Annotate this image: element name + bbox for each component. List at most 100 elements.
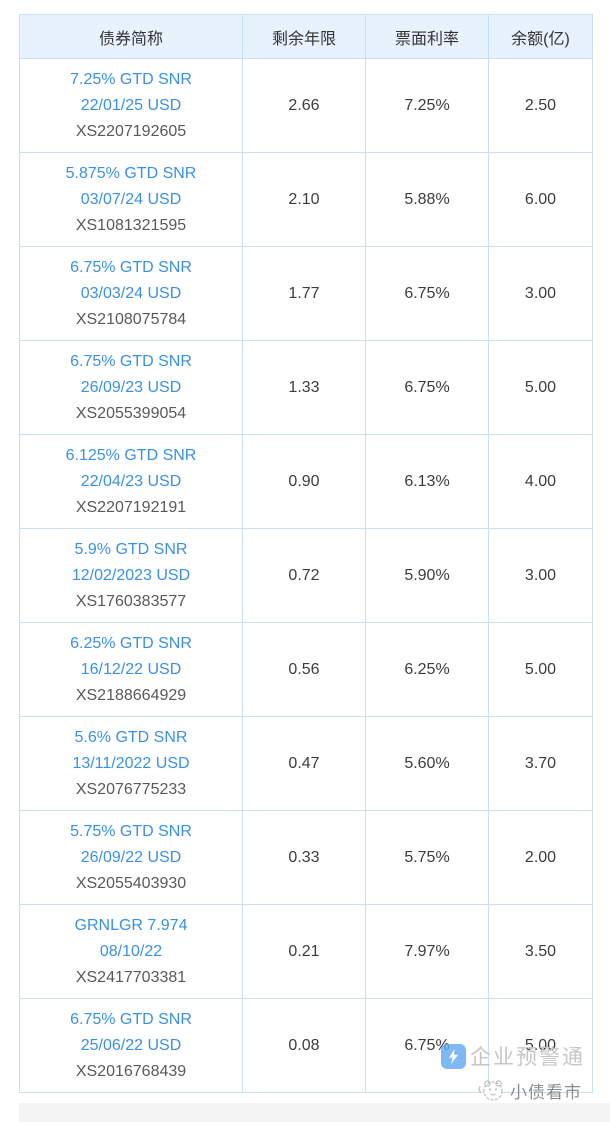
balance-cell: 5.00 [488, 340, 593, 435]
col-header-balance: 余额(亿) [488, 14, 593, 59]
coupon-cell: 5.60% [365, 716, 489, 811]
tenor-cell: 2.66 [242, 58, 366, 153]
bond-isin-code: XS2108075784 [75, 310, 187, 328]
bond-row: 5.75% GTD SNR 26/09/22 USD XS2055403930 0.3… [19, 810, 593, 905]
bond-name-line1: 5.9% GTD SNR [74, 540, 188, 558]
col-header-bond-name: 债券简称 [19, 14, 243, 59]
bond-name-line1: 6.75% GTD SNR [70, 1010, 192, 1028]
bond-name-line1: 7.25% GTD SNR [70, 70, 192, 88]
balance-cell: 5.00 [488, 622, 593, 717]
coupon-cell: 5.75% [365, 810, 489, 905]
bond-name-line2: 22/04/23 USD [80, 472, 182, 490]
tenor-cell: 0.47 [242, 716, 366, 811]
bond-isin-code: XS2055399054 [75, 404, 187, 422]
bond-name-line2: 16/12/22 USD [80, 660, 182, 678]
tenor-cell: 0.33 [242, 810, 366, 905]
bond-row: 5.6% GTD SNR 13/11/2022 USD XS2076775233 0.… [19, 716, 593, 811]
bond-name-link[interactable]: 5.875% GTD SNR 03/07/24 USD [21, 161, 241, 213]
bond-isin-code: XS1760383577 [75, 592, 187, 610]
bond-table-body: 7.25% GTD SNR 22/01/25 USD XS2207192605 2.6… [19, 58, 593, 1093]
bond-name-cell: GRNLGR 7.974 08/10/22 XS2417703381 [19, 904, 243, 999]
col-header-tenor: 剩余年限 [242, 14, 366, 59]
bond-row: GRNLGR 7.974 08/10/22 XS2417703381 0.21 7.97… [19, 904, 593, 999]
bond-name-cell: 6.125% GTD SNR 22/04/23 USD XS2207192191 [19, 434, 243, 529]
bond-name-line2: 08/10/22 [99, 942, 163, 960]
bond-name-line2: 03/07/24 USD [80, 190, 182, 208]
balance-cell: 3.50 [488, 904, 593, 999]
bond-row: 5.9% GTD SNR 12/02/2023 USD XS1760383577 0.… [19, 528, 593, 623]
bond-name-line1: 6.125% GTD SNR [65, 446, 197, 464]
bond-name-line1: 5.875% GTD SNR [65, 164, 197, 182]
bond-row: 6.25% GTD SNR 16/12/22 USD XS2188664929 0.5… [19, 622, 593, 717]
balance-cell: 2.00 [488, 810, 593, 905]
bond-row: 5.875% GTD SNR 03/07/24 USD XS1081321595 2.… [19, 152, 593, 247]
tenor-cell: 0.21 [242, 904, 366, 999]
bond-name-link[interactable]: 5.75% GTD SNR 26/09/22 USD [21, 819, 241, 871]
balance-cell: 6.00 [488, 152, 593, 247]
bond-name-line2: 22/01/25 USD [80, 96, 182, 114]
coupon-cell: 6.75% [365, 998, 489, 1093]
balance-cell: 2.50 [488, 58, 593, 153]
bond-name-link[interactable]: GRNLGR 7.974 08/10/22 [21, 913, 241, 965]
bond-name-cell: 5.875% GTD SNR 03/07/24 USD XS1081321595 [19, 152, 243, 247]
bond-name-link[interactable]: 7.25% GTD SNR 22/01/25 USD [21, 67, 241, 119]
bond-name-line1: 5.6% GTD SNR [74, 728, 188, 746]
bond-name-line1: GRNLGR 7.974 [74, 916, 188, 934]
bond-table-header: 债券简称 剩余年限 票面利率 余额(亿) [19, 14, 593, 59]
bond-name-link[interactable]: 5.6% GTD SNR 13/11/2022 USD [21, 725, 241, 777]
bond-name-link[interactable]: 5.9% GTD SNR 12/02/2023 USD [21, 537, 241, 589]
bond-name-line2: 12/02/2023 USD [71, 566, 191, 584]
bond-name-line1: 6.75% GTD SNR [70, 258, 192, 276]
bond-name-cell: 5.6% GTD SNR 13/11/2022 USD XS2076775233 [19, 716, 243, 811]
bond-isin-code: XS2016768439 [75, 1062, 187, 1080]
bond-row: 6.75% GTD SNR 03/03/24 USD XS2108075784 1.7… [19, 246, 593, 341]
balance-cell: 3.70 [488, 716, 593, 811]
bond-row: 7.25% GTD SNR 22/01/25 USD XS2207192605 2.6… [19, 58, 593, 153]
bond-isin-code: XS2055403930 [75, 874, 187, 892]
bond-name-line1: 6.75% GTD SNR [70, 352, 192, 370]
bond-name-cell: 6.75% GTD SNR 26/09/23 USD XS2055399054 [19, 340, 243, 435]
bond-name-cell: 6.75% GTD SNR 25/06/22 USD XS2016768439 [19, 998, 243, 1093]
bond-isin-code: XS2207192191 [75, 498, 187, 516]
tenor-cell: 0.56 [242, 622, 366, 717]
bond-name-link[interactable]: 6.75% GTD SNR 03/03/24 USD [21, 255, 241, 307]
bond-name-link[interactable]: 6.75% GTD SNR 26/09/23 USD [21, 349, 241, 401]
balance-cell: 4.00 [488, 434, 593, 529]
bond-isin-code: XS2188664929 [75, 686, 187, 704]
balance-cell: 3.00 [488, 246, 593, 341]
coupon-cell: 7.97% [365, 904, 489, 999]
bond-name-cell: 5.9% GTD SNR 12/02/2023 USD XS1760383577 [19, 528, 243, 623]
bond-name-link[interactable]: 6.75% GTD SNR 25/06/22 USD [21, 1007, 241, 1059]
bond-name-link[interactable]: 6.25% GTD SNR 16/12/22 USD [21, 631, 241, 683]
col-header-coupon: 票面利率 [365, 14, 489, 59]
bond-row: 6.75% GTD SNR 25/06/22 USD XS2016768439 0.0… [19, 998, 593, 1093]
coupon-cell: 6.75% [365, 246, 489, 341]
coupon-cell: 6.25% [365, 622, 489, 717]
bond-isin-code: XS2207192605 [75, 122, 187, 140]
bond-isin-code: XS1081321595 [75, 216, 187, 234]
coupon-cell: 5.88% [365, 152, 489, 247]
bond-name-cell: 6.75% GTD SNR 03/03/24 USD XS2108075784 [19, 246, 243, 341]
bond-name-line2: 26/09/22 USD [80, 848, 182, 866]
bond-row: 6.75% GTD SNR 26/09/23 USD XS2055399054 1.3… [19, 340, 593, 435]
coupon-cell: 6.75% [365, 340, 489, 435]
balance-cell: 5.00 [488, 998, 593, 1093]
bond-isin-code: XS2417703381 [75, 968, 187, 986]
bond-name-cell: 7.25% GTD SNR 22/01/25 USD XS2207192605 [19, 58, 243, 153]
tenor-cell: 2.10 [242, 152, 366, 247]
tenor-cell: 0.90 [242, 434, 366, 529]
bond-name-link[interactable]: 6.125% GTD SNR 22/04/23 USD [21, 443, 241, 495]
page-footer-strip [19, 1103, 610, 1122]
header-row: 债券简称 剩余年限 票面利率 余额(亿) [19, 14, 593, 59]
bond-table: 债券简称 剩余年限 票面利率 余额(亿) 7.25% GTD SNR 22/01/… [19, 14, 593, 1093]
bond-name-line2: 26/09/23 USD [80, 378, 182, 396]
bond-name-cell: 5.75% GTD SNR 26/09/22 USD XS2055403930 [19, 810, 243, 905]
bond-row: 6.125% GTD SNR 22/04/23 USD XS2207192191 0.… [19, 434, 593, 529]
bond-isin-code: XS2076775233 [75, 780, 187, 798]
bond-name-line1: 5.75% GTD SNR [70, 822, 192, 840]
tenor-cell: 0.72 [242, 528, 366, 623]
tenor-cell: 1.77 [242, 246, 366, 341]
balance-cell: 3.00 [488, 528, 593, 623]
coupon-cell: 5.90% [365, 528, 489, 623]
tenor-cell: 0.08 [242, 998, 366, 1093]
